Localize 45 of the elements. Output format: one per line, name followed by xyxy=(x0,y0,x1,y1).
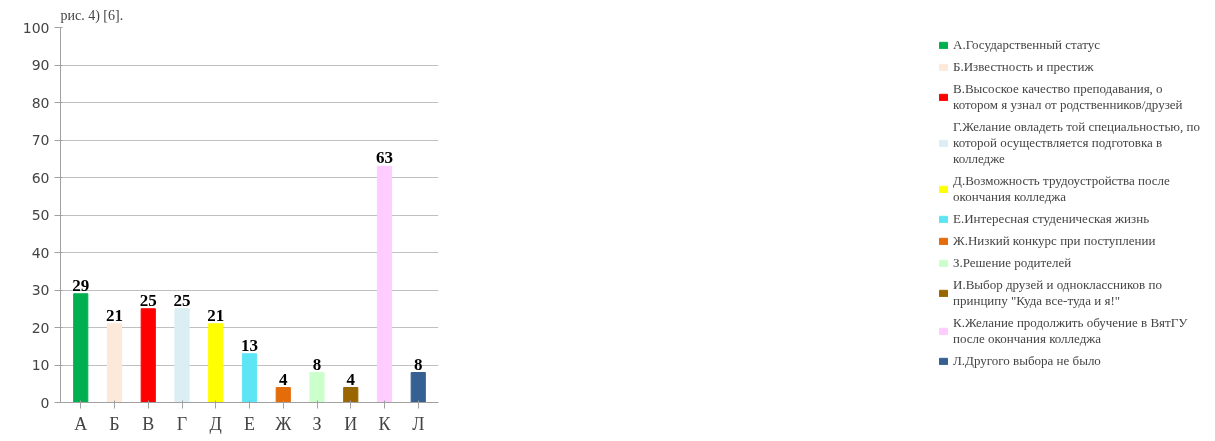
y-tick-label: 40 xyxy=(31,244,50,261)
data-label: 63 xyxy=(376,148,393,168)
y-tick-label: 50 xyxy=(31,207,50,223)
text: рис. 4) [6]. xyxy=(60,7,124,24)
data-label: 25 xyxy=(139,290,157,310)
legend-label: А.Государственный статус xyxy=(953,37,1100,53)
legend-label: К.Желание продолжить обучение в ВятГУ после окончания колледжа xyxy=(953,315,1188,347)
legend-label: Б.Известность и престиж xyxy=(953,59,1094,75)
legend-label: В.Высоское качество преподавания, о котором я узнал от родственников/друзей xyxy=(953,81,1183,113)
legend-label: Е.Интересная студеническая жизнь xyxy=(953,211,1150,227)
legend-label: Г.Желание овладеть той специальностью, по которой осуществляется подготовка в колледже xyxy=(953,119,1200,167)
data-label: 4 xyxy=(279,369,288,389)
y-tick-label: 60 xyxy=(31,169,50,186)
legend-label: И.Выбор друзей и одноклассников по принципу "Куда все-туда и я!" xyxy=(953,277,1162,309)
data-label: 25 xyxy=(173,290,191,310)
data-label: 21 xyxy=(106,305,123,325)
y-tick-label: 80 xyxy=(31,94,50,111)
data-label: 21 xyxy=(207,305,225,325)
x-tick-label: К xyxy=(378,413,392,434)
data-label: 29 xyxy=(72,275,90,295)
y-tick-label: 100 xyxy=(22,19,50,36)
y-tick-label: 90 xyxy=(31,57,50,73)
data-label: 8 xyxy=(414,354,423,374)
y-tick-label: 0 xyxy=(40,394,50,411)
y-tick-label: 30 xyxy=(31,282,50,298)
y-tick-label: 20 xyxy=(31,319,50,336)
legend-label: Ж.Низкий конкурс при поступлении xyxy=(953,233,1156,249)
x-tick-label: Д xyxy=(209,413,222,434)
x-tick-label: И xyxy=(344,413,358,434)
legend-label: З.Решение родителей xyxy=(953,255,1072,271)
y-tick-label: 70 xyxy=(31,132,50,148)
x-tick-label: Л xyxy=(412,413,425,434)
legend-label: Л.Другого выбора не было xyxy=(953,353,1101,369)
x-tick-label: В xyxy=(142,413,155,434)
x-tick-label: Ж xyxy=(275,413,293,434)
x-tick-label: Е xyxy=(244,413,255,434)
x-tick-label: А xyxy=(74,413,88,434)
data-label: 4 xyxy=(346,369,356,389)
y-tick-label: 10 xyxy=(31,357,50,373)
x-tick-label: Б xyxy=(109,413,120,434)
data-label: 13 xyxy=(241,335,258,355)
x-tick-label: Г xyxy=(176,413,188,434)
legend-label: Д.Возможность трудоустройства после окончания колледжа xyxy=(953,173,1170,205)
x-tick-label: З xyxy=(312,413,322,434)
data-label: 8 xyxy=(312,354,322,374)
